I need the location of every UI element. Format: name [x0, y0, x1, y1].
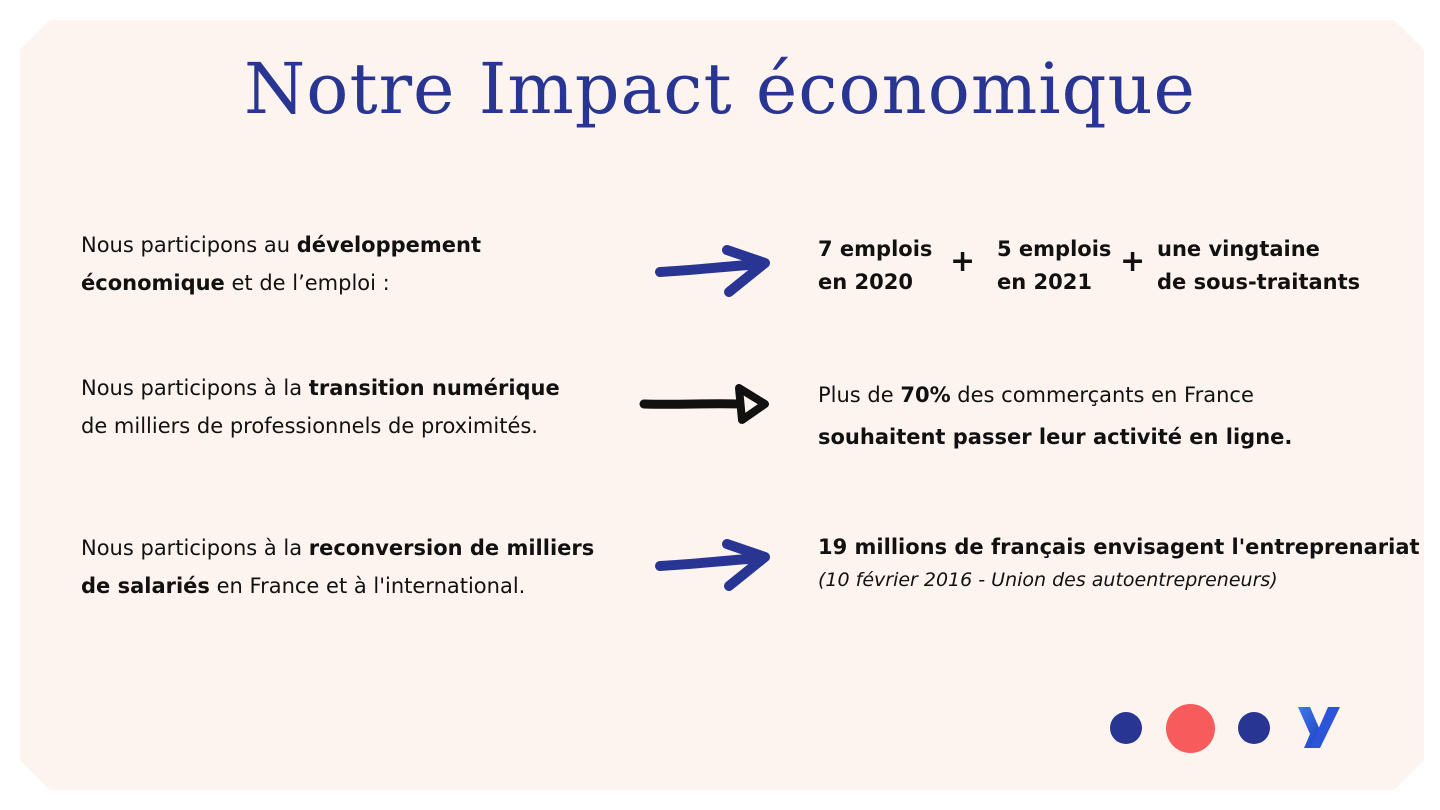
stat-subcontractors: une vingtaine de sous-traitants	[1157, 233, 1360, 299]
row-1-text-2: et de l’emploi :	[224, 271, 390, 295]
row-3-text-2: en France et à l'international.	[209, 574, 526, 598]
row-1-bold-2: économique	[81, 271, 225, 295]
row-3-bold-2: de salariés	[81, 574, 210, 598]
row-3-fact-source: (10 février 2016 - Union des autoentrepr…	[818, 569, 1278, 591]
row-2-fact-text: Plus de	[818, 383, 901, 407]
row-3-fact-headline: 19 millions de français envisagent l'ent…	[818, 535, 1420, 559]
arrow-icon	[655, 245, 770, 297]
stat-jobs-2020: 7 emplois en 2020	[818, 233, 932, 299]
decor-dot-navy	[1238, 712, 1270, 744]
stat-jobs-2021-line2: en 2021	[997, 270, 1092, 294]
row-2-text: Nous participons à la	[81, 376, 309, 400]
row-2-description: Nous participons à la transition numériq…	[81, 369, 560, 445]
plus-sign: +	[950, 244, 976, 279]
arrow-icon	[655, 539, 770, 591]
row-1-bold: développement	[296, 233, 481, 257]
row-1-text: Nous participons au	[81, 233, 297, 257]
stat-jobs-2020-line2: en 2020	[818, 270, 913, 294]
row-2-bold: transition numérique	[308, 376, 560, 400]
stat-jobs-2021: 5 emplois en 2021	[997, 233, 1111, 299]
row-2-fact: Plus de 70% des commerçants en France so…	[818, 374, 1292, 458]
row-3-fact: 19 millions de français envisagent l'ent…	[818, 532, 1420, 598]
stat-subcontractors-line2: de sous-traitants	[1157, 270, 1361, 294]
y-logo-icon	[1298, 707, 1340, 748]
arrow-icon	[639, 384, 769, 424]
row-3-bold: reconversion de milliers	[308, 536, 595, 560]
row-2-fact-text-2: des commerçants en France	[950, 383, 1254, 407]
row-3-text: Nous participons à la	[81, 536, 309, 560]
page-title: Notre Impact économique	[244, 48, 1196, 130]
row-1-description: Nous participons au développement économ…	[81, 226, 481, 302]
row-2-text-2: de milliers de professionnels de proximi…	[81, 414, 538, 438]
row-2-fact-percent: 70%	[900, 383, 951, 407]
plus-sign: +	[1120, 244, 1146, 279]
stat-subcontractors-line1: une vingtaine	[1157, 237, 1320, 261]
stat-jobs-2020-line1: 7 emplois	[818, 237, 933, 261]
row-3-description: Nous participons à la reconversion de mi…	[81, 529, 594, 605]
decor-dot-navy	[1110, 712, 1142, 744]
row-2-fact-bold: souhaitent passer leur activité en ligne…	[818, 425, 1293, 449]
decor-dot-coral	[1166, 704, 1215, 753]
stat-jobs-2021-line1: 5 emplois	[997, 237, 1112, 261]
